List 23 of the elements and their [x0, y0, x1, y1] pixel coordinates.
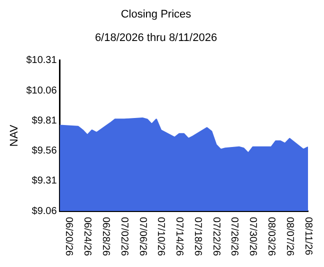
- y-tick-label: $10.06: [26, 85, 58, 96]
- x-tick-label: 08/07/26: [284, 217, 295, 256]
- x-tick-label: 08/03/26: [265, 217, 276, 256]
- x-tick-label: 07/06/26: [136, 217, 148, 256]
- x-tick-label: 07/22/26: [210, 217, 222, 256]
- x-tick-label: 07/02/26: [118, 217, 130, 256]
- y-axis-title: NAV: [8, 124, 21, 147]
- y-tick-label: $9.56: [32, 146, 58, 157]
- chart-title: Closing Prices: [120, 8, 192, 21]
- x-tick-label: 07/10/26: [155, 217, 166, 256]
- x-tick-label: 06/28/26: [100, 217, 111, 256]
- y-tick-label: $9.31: [32, 176, 58, 187]
- x-tick-label: 07/30/26: [247, 217, 258, 256]
- y-tick-label: $9.06: [32, 206, 58, 217]
- x-tick-label: 07/26/26: [228, 217, 240, 256]
- x-tick-label: 07/18/26: [192, 217, 203, 256]
- x-tick-label: 06/20/26: [63, 217, 74, 256]
- y-tick-label: $10.31: [26, 55, 58, 66]
- x-tick-label: 08/11/26: [302, 217, 314, 256]
- chart-subtitle: 6/18/2026 thru 8/11/2026: [94, 32, 218, 44]
- x-tick-label: 06/24/26: [82, 217, 93, 256]
- y-tick-label: $9.81: [32, 115, 58, 126]
- x-tick-label: 07/14/26: [174, 217, 185, 256]
